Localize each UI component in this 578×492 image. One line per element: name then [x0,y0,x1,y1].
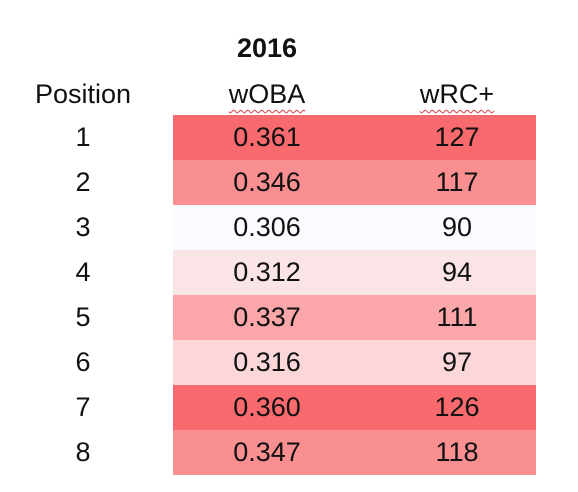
cell-woba: 0.316 [233,347,301,377]
column-header-woba: wOBA [212,76,322,112]
cell-wrc: 126 [434,392,480,422]
cell-position: 1 [75,122,91,152]
cell-position: 7 [75,392,91,422]
row-fill [173,250,536,295]
row-fill [173,160,536,205]
cell-woba: 0.361 [233,122,301,152]
row-fill [173,385,536,430]
cell-position: 4 [75,257,91,287]
cell-wrc: 90 [441,212,473,242]
cell-woba: 0.312 [233,257,301,287]
column-header-woba-label: wOBA [228,79,306,109]
cell-position: 8 [75,437,91,467]
cell-woba: 0.337 [233,302,301,332]
cell-wrc: 117 [435,167,479,197]
cell-position: 2 [75,167,91,197]
year-heading: 2016 [236,33,298,63]
cell-position: 3 [75,212,91,242]
row-fill [173,430,536,475]
cell-wrc: 97 [441,347,473,377]
row-fill [173,205,536,250]
cell-wrc: 94 [441,257,473,287]
cell-woba: 0.360 [233,392,301,422]
cell-position: 5 [75,302,91,332]
cell-woba: 0.306 [233,212,301,242]
column-header-wrc: wRC+ [392,76,522,112]
column-header-position: Position [34,79,132,109]
cell-wrc: 127 [434,122,480,152]
column-header-wrc-label: wRC+ [419,79,495,109]
cell-position: 6 [75,347,91,377]
cell-wrc: 111 [436,302,478,332]
cell-woba: 0.346 [233,167,301,197]
cell-wrc: 118 [435,437,479,467]
row-fill [173,295,536,340]
row-fill [173,340,536,385]
cell-woba: 0.347 [233,437,301,467]
row-fill [173,115,536,160]
